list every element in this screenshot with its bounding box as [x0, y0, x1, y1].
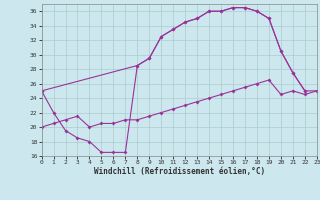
X-axis label: Windchill (Refroidissement éolien,°C): Windchill (Refroidissement éolien,°C) — [94, 167, 265, 176]
